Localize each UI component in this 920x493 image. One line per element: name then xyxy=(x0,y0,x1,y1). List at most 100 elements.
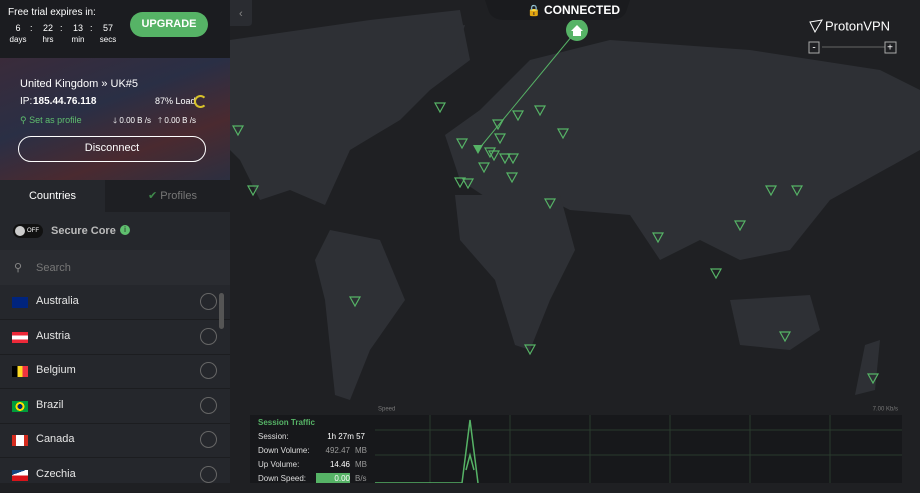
server-marker[interactable] xyxy=(487,150,501,162)
country-row[interactable]: Czechia xyxy=(0,458,230,493)
trial-bar: Free trial expires in: 6 days:22 hrs:13 min… xyxy=(0,0,230,58)
brand: ProtonVPN xyxy=(825,18,890,33)
status-text: CONNECTED xyxy=(544,3,620,17)
connection-panel: United Kingdom » UK#5 IP: 185.44.76.118 … xyxy=(0,58,230,180)
load: 87% Load xyxy=(155,96,196,106)
expand-icon[interactable] xyxy=(200,362,217,379)
traffic-label: Up Volume: xyxy=(258,460,299,469)
traffic-label: Down Volume: xyxy=(258,446,310,455)
info-icon[interactable]: i xyxy=(120,225,130,235)
country-row[interactable]: Australia xyxy=(0,285,230,320)
server-marker[interactable] xyxy=(764,185,778,197)
separator: : xyxy=(30,23,33,33)
server-name: United Kingdom » UK#5 xyxy=(20,78,139,90)
ip-label: IP: xyxy=(20,96,33,107)
traffic-value: 1h 27m 57 xyxy=(327,432,365,441)
expand-icon[interactable] xyxy=(200,431,217,448)
server-marker[interactable] xyxy=(246,185,260,197)
traffic-value: 0.00 xyxy=(334,474,350,483)
server-markers xyxy=(231,102,880,385)
server-marker[interactable] xyxy=(556,128,570,140)
server-marker[interactable] xyxy=(511,110,525,122)
server-marker[interactable] xyxy=(491,119,505,131)
server-marker[interactable] xyxy=(498,153,512,165)
countdown-value: 13 xyxy=(72,23,83,33)
expand-icon[interactable] xyxy=(200,465,217,483)
set-profile-text: Set as profile xyxy=(29,115,82,125)
server-marker[interactable] xyxy=(651,232,665,244)
server-marker[interactable] xyxy=(433,102,447,114)
countdown-value: 22 xyxy=(42,23,53,33)
tab-text: Profiles xyxy=(160,190,197,202)
server-marker[interactable] xyxy=(790,185,804,197)
country-row[interactable]: Belgium xyxy=(0,354,230,389)
upgrade-button[interactable]: UPGRADE xyxy=(130,12,208,37)
search-box[interactable]: ⚲ Search xyxy=(0,250,230,285)
server-marker[interactable] xyxy=(778,331,792,343)
up-rate: 🡑 0.00 B /s xyxy=(158,116,196,125)
server-marker[interactable] xyxy=(866,373,880,385)
server-marker[interactable] xyxy=(473,145,483,154)
collapse-button[interactable] xyxy=(230,0,252,26)
server-marker[interactable] xyxy=(455,138,469,150)
server-marker[interactable] xyxy=(348,296,362,308)
country-row[interactable]: Brazil xyxy=(0,389,230,424)
ip: 185.44.76.118 xyxy=(33,96,97,107)
flag xyxy=(12,400,28,412)
zoom-out[interactable] xyxy=(808,41,820,54)
traffic-title: Session Traffic xyxy=(258,418,315,427)
value-highlight xyxy=(316,473,350,483)
countdown-unit: secs xyxy=(99,35,117,44)
flag xyxy=(12,366,28,377)
separator: : xyxy=(90,23,93,33)
down-rate: 🡓 0.00 B /s xyxy=(113,116,151,125)
server-marker[interactable] xyxy=(533,105,547,117)
countdown: 6 days:22 hrs:13 min:57 secs xyxy=(8,23,118,47)
country-row[interactable]: Canada xyxy=(0,423,230,458)
traffic-unit: B/s xyxy=(355,474,367,483)
traffic-value: 492.47 xyxy=(326,446,351,455)
zoom-in[interactable] xyxy=(884,41,897,54)
connection-line xyxy=(477,29,578,151)
land xyxy=(230,10,920,400)
disconnect-button[interactable]: Disconnect xyxy=(18,136,206,162)
server-marker[interactable] xyxy=(483,147,497,159)
map: CONNECTED 🔒 ‹ ProtonVPN - + Speed 7.00 K… xyxy=(230,0,920,483)
server-marker[interactable] xyxy=(477,162,491,174)
server-marker[interactable] xyxy=(543,198,557,210)
country-name: Belgium xyxy=(36,364,76,376)
countdown-unit: min xyxy=(71,35,85,44)
server-marker[interactable] xyxy=(709,268,723,280)
country-list: Australia Austria Belgium Brazil Canada Czech… xyxy=(0,285,230,493)
status-bar xyxy=(485,0,630,20)
server-marker[interactable] xyxy=(461,178,475,190)
expand-icon[interactable] xyxy=(200,293,217,310)
server-marker[interactable] xyxy=(505,172,519,184)
server-marker[interactable] xyxy=(493,133,507,145)
countdown-unit: hrs xyxy=(42,35,54,44)
country-row[interactable]: Austria xyxy=(0,320,230,355)
flag xyxy=(12,297,28,308)
flag xyxy=(12,331,28,343)
secure-core-toggle[interactable]: OFF xyxy=(13,224,43,238)
scrollbar xyxy=(219,293,224,329)
tab[interactable]: ✔ Profiles xyxy=(148,190,197,202)
server-marker[interactable] xyxy=(453,177,467,189)
expand-icon[interactable] xyxy=(200,327,217,345)
countdown-value: 6 xyxy=(15,23,21,33)
tab[interactable]: Countries xyxy=(0,180,105,212)
down-text: 0.00 B /s xyxy=(119,116,151,125)
zoom-in-icon: + xyxy=(887,43,893,54)
expand-icon[interactable] xyxy=(200,396,217,414)
server-marker[interactable] xyxy=(231,125,245,137)
graph-grid xyxy=(375,415,902,483)
traffic-rows: Session: 1h 27m 57 Down Volume: 492.47 MB Up … xyxy=(258,432,367,483)
server-marker[interactable] xyxy=(733,220,747,232)
country-name: Australia xyxy=(36,295,79,307)
secure-core-label: Secure Core xyxy=(51,225,116,237)
traffic-unit: MB xyxy=(355,446,367,455)
country-name: Austria xyxy=(36,329,71,342)
set-profile[interactable]: ⚲ Set as profile xyxy=(20,115,82,125)
server-marker[interactable] xyxy=(506,153,520,165)
server-marker[interactable] xyxy=(523,344,537,356)
